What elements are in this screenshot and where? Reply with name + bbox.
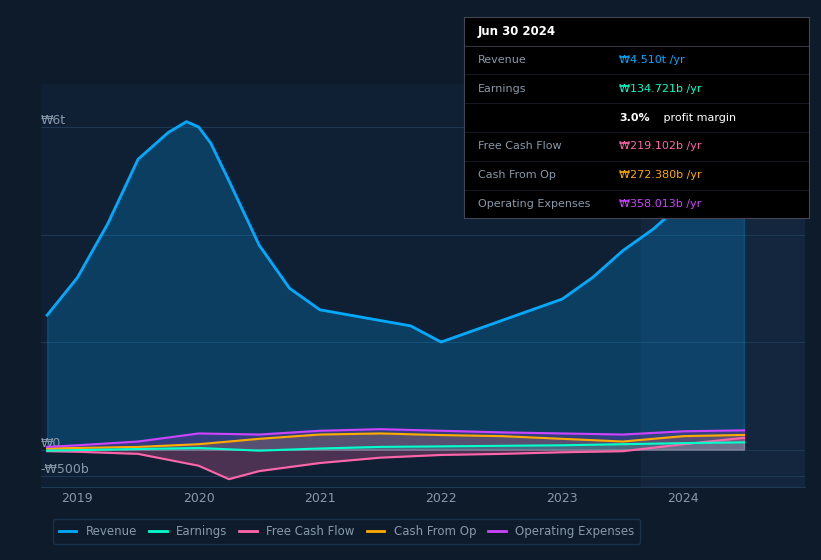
Text: ₩6t: ₩6t xyxy=(40,114,66,127)
Text: Earnings: Earnings xyxy=(478,84,526,94)
Text: ₩4.510t /yr: ₩4.510t /yr xyxy=(619,55,685,65)
Text: ₩0: ₩0 xyxy=(40,437,61,450)
Text: Operating Expenses: Operating Expenses xyxy=(478,199,590,209)
Text: ₩358.013b /yr: ₩358.013b /yr xyxy=(619,199,701,209)
Text: Jun 30 2024: Jun 30 2024 xyxy=(478,25,556,38)
Text: Revenue: Revenue xyxy=(478,55,526,65)
Text: Cash From Op: Cash From Op xyxy=(478,170,556,180)
Text: Free Cash Flow: Free Cash Flow xyxy=(478,142,562,151)
Text: ₩272.380b /yr: ₩272.380b /yr xyxy=(619,170,702,180)
Text: 3.0%: 3.0% xyxy=(619,113,649,123)
Text: ₩134.721b /yr: ₩134.721b /yr xyxy=(619,84,701,94)
Text: -₩500b: -₩500b xyxy=(40,464,89,477)
Text: profit margin: profit margin xyxy=(660,113,736,123)
Text: ₩219.102b /yr: ₩219.102b /yr xyxy=(619,142,701,151)
Legend: Revenue, Earnings, Free Cash Flow, Cash From Op, Operating Expenses: Revenue, Earnings, Free Cash Flow, Cash … xyxy=(53,519,640,544)
Bar xyxy=(641,84,805,487)
